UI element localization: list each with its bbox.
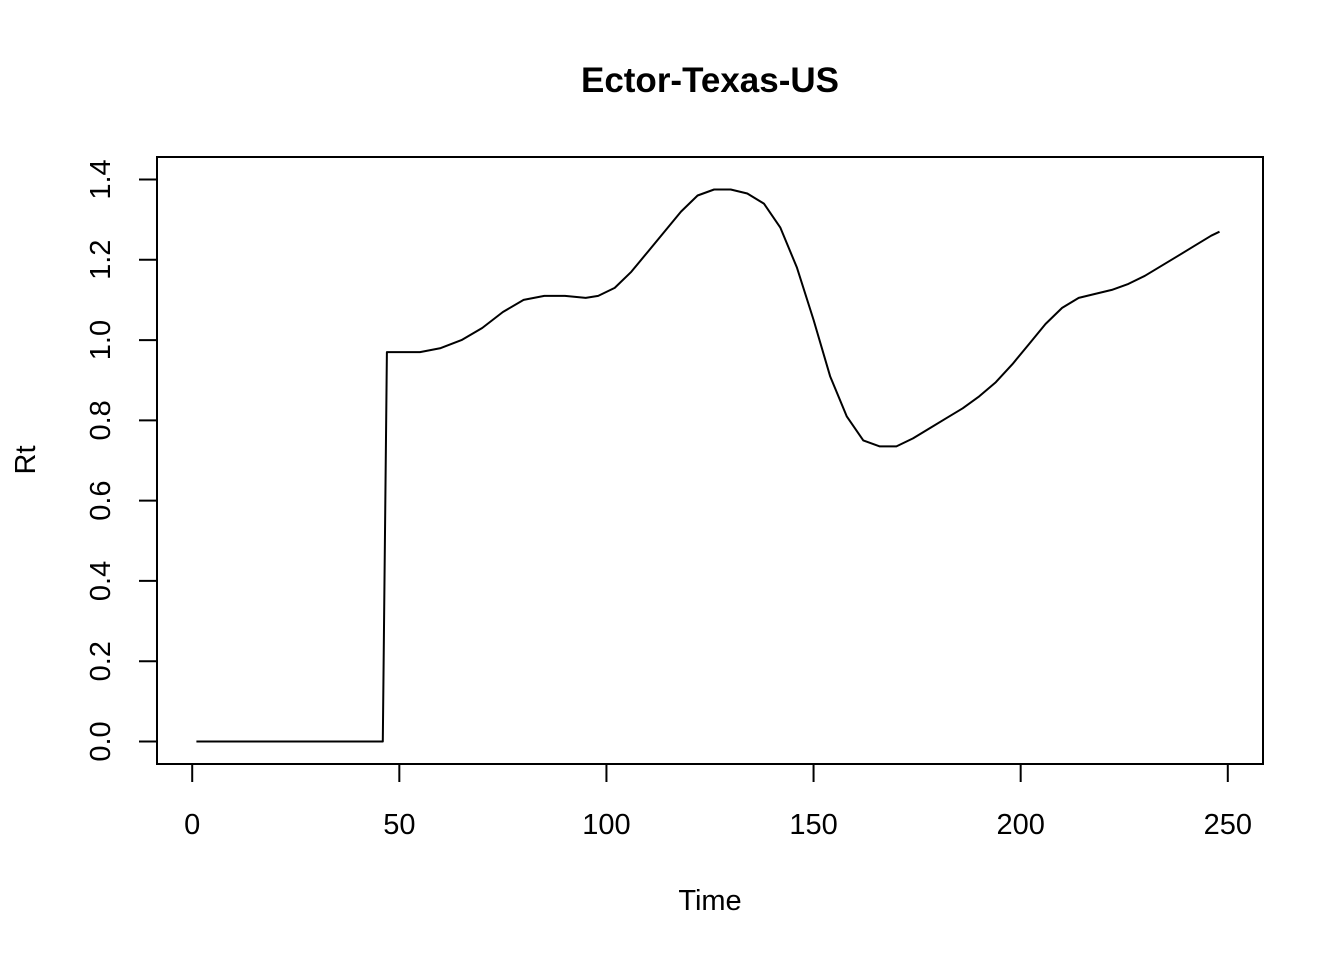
x-tick-label: 150: [789, 809, 837, 841]
plot-frame: [156, 156, 1264, 765]
y-tick-label: 0.2: [85, 641, 117, 681]
y-tick-label: 1.4: [85, 159, 117, 199]
chart-title: Ector-Texas-US: [581, 61, 839, 100]
y-tick-label: 0.6: [85, 480, 117, 520]
y-tick-label: 1.0: [85, 320, 117, 360]
series-line: [196, 188, 1220, 743]
x-tick-label: 50: [383, 809, 415, 841]
x-tick-label: 200: [996, 809, 1044, 841]
series-layer: [196, 188, 1220, 743]
x-tick-label: 250: [1204, 809, 1252, 841]
x-axis: 0 50 100 150 200 250: [184, 763, 1252, 841]
y-tick-label: 0.0: [85, 721, 117, 761]
y-tick-label: 1.2: [85, 240, 117, 280]
x-tick-label: 0: [184, 809, 200, 841]
y-tick-label: 0.4: [85, 561, 117, 601]
y-axis: 0.0 0.2 0.4 0.6 0.8 1.0 1.2 1.4: [85, 159, 158, 762]
x-axis-label: Time: [678, 885, 741, 917]
x-tick-label: 100: [582, 809, 630, 841]
y-axis-label: Rt: [10, 446, 42, 475]
y-tick-label: 0.8: [85, 400, 117, 440]
